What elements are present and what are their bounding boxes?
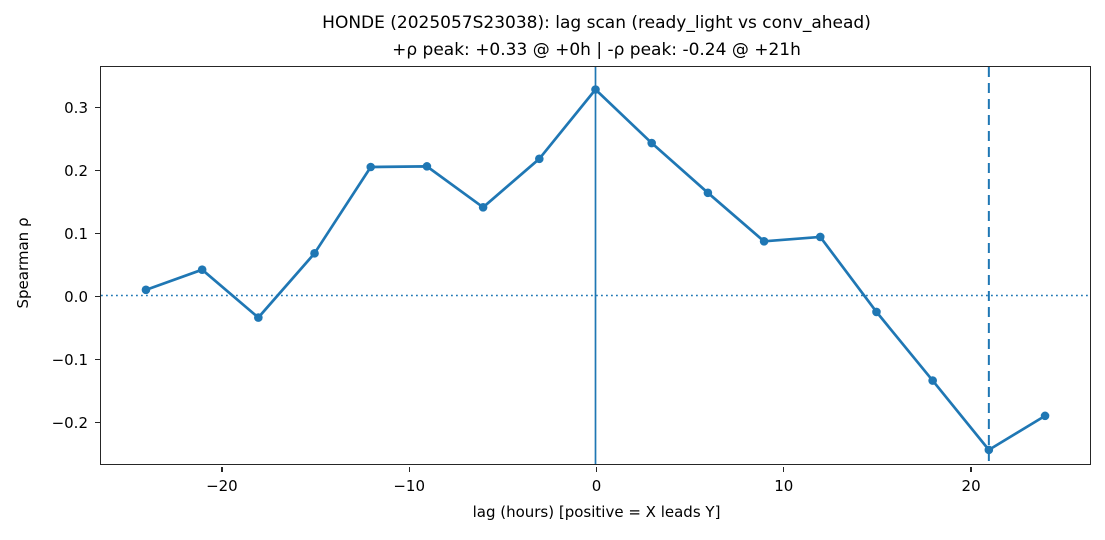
data-point-marker [142, 285, 151, 295]
data-point-marker [535, 154, 545, 164]
data-point-marker [479, 203, 488, 213]
x-axis-label: lag (hours) [positive = X leads Y] [472, 503, 721, 521]
y-tick-label: −0.1 [51, 350, 88, 369]
x-tick-label: −10 [393, 477, 426, 495]
y-tick-label: 0.3 [64, 98, 88, 117]
chart-title-block: HONDE (2025057S23038): lag scan (ready_l… [102, 10, 1091, 64]
y-tick-mark [95, 232, 101, 235]
data-point-marker [647, 139, 657, 148]
x-tick-mark [783, 466, 785, 472]
data-point-marker [872, 307, 882, 317]
data-point-marker [984, 445, 994, 455]
y-tick-label: 0.0 [64, 287, 88, 306]
x-tick-label: 0 [591, 477, 602, 495]
x-tick-mark [595, 466, 598, 472]
data-point-marker [591, 85, 601, 95]
x-tick-mark [221, 466, 223, 472]
data-point-marker [423, 162, 432, 172]
y-tick-mark [95, 106, 101, 109]
data-point-marker [254, 313, 264, 323]
data-point-marker [760, 237, 769, 247]
x-tick-label: 10 [774, 477, 794, 495]
x-tick-label: −20 [206, 477, 238, 495]
data-point-marker [1041, 411, 1050, 421]
x-tick-label: 20 [961, 477, 981, 495]
data-point-marker [198, 265, 207, 275]
line-chart [101, 67, 1091, 465]
y-tick-label: −0.2 [51, 413, 88, 432]
data-point-marker [703, 188, 713, 198]
chart-subtitle: +ρ peak: +0.33 @ +0h | -ρ peak: -0.24 @ … [392, 40, 801, 60]
y-tick-label: 0.2 [64, 161, 88, 180]
y-tick-mark [95, 358, 101, 361]
chart-title: HONDE (2025057S23038): lag scan (ready_l… [322, 13, 871, 33]
plot-area [100, 66, 1092, 466]
y-tick-mark [95, 421, 101, 424]
y-tick-label: 0.1 [64, 224, 88, 243]
data-point-marker [310, 249, 320, 259]
y-tick-mark [95, 169, 101, 172]
data-point-marker [366, 163, 376, 172]
data-point-marker [928, 376, 938, 386]
y-tick-mark [95, 295, 101, 298]
data-point-marker [816, 233, 825, 242]
y-axis-label: Spearman ρ [14, 217, 32, 309]
x-tick-mark [970, 466, 972, 472]
x-tick-mark [408, 466, 410, 472]
